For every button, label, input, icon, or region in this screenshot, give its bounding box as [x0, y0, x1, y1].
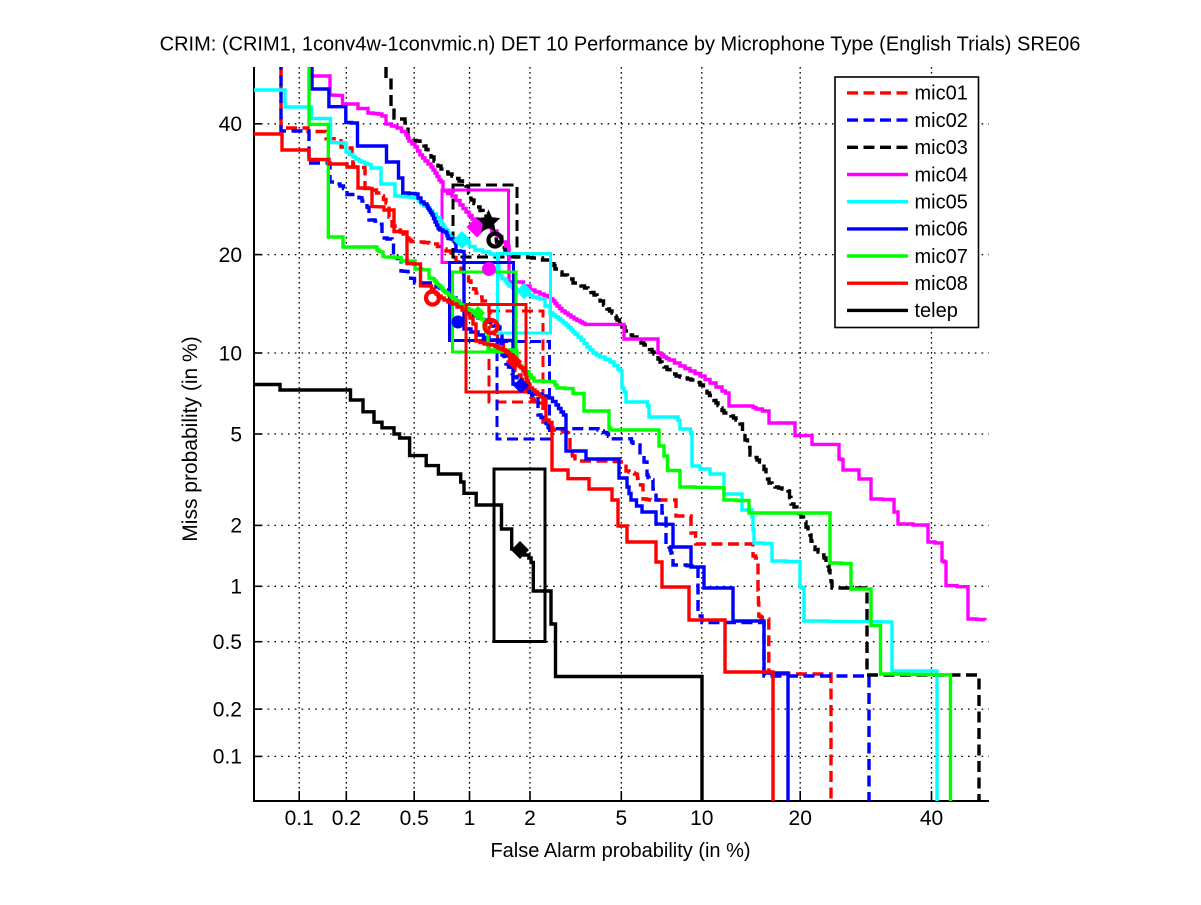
svg-text:mic05: mic05: [915, 192, 968, 214]
svg-text:0.5: 0.5: [400, 807, 429, 830]
svg-text:1: 1: [230, 576, 242, 599]
svg-text:10: 10: [690, 807, 713, 830]
svg-text:mic03: mic03: [915, 137, 968, 159]
svg-text:20: 20: [219, 244, 242, 267]
svg-text:2: 2: [524, 807, 536, 830]
svg-text:10: 10: [219, 342, 242, 365]
svg-text:mic08: mic08: [915, 273, 968, 295]
svg-text:Miss probability (in %): Miss probability (in %): [179, 336, 202, 541]
svg-text:mic02: mic02: [915, 110, 968, 132]
svg-text:mic04: mic04: [915, 164, 968, 186]
svg-text:mic06: mic06: [915, 219, 968, 241]
svg-text:0.2: 0.2: [332, 807, 361, 830]
svg-text:5: 5: [230, 423, 242, 446]
svg-text:0.1: 0.1: [213, 746, 242, 769]
svg-text:40: 40: [219, 113, 242, 136]
svg-text:mic07: mic07: [915, 246, 968, 268]
svg-text:5: 5: [615, 807, 627, 830]
svg-text:telep: telep: [915, 300, 958, 322]
svg-text:0.2: 0.2: [213, 698, 242, 721]
svg-text:0.1: 0.1: [285, 807, 314, 830]
svg-text:20: 20: [789, 807, 812, 830]
svg-text:0.5: 0.5: [213, 631, 242, 654]
svg-text:2: 2: [230, 515, 242, 538]
svg-text:CRIM: (CRIM1, 1conv4w-1convmic: CRIM: (CRIM1, 1conv4w-1convmic.n) DET 10…: [160, 34, 1081, 56]
svg-text:mic01: mic01: [915, 83, 968, 105]
svg-text:1: 1: [464, 807, 476, 830]
svg-text:40: 40: [920, 807, 943, 830]
svg-text:False Alarm probability (in %): False Alarm probability (in %): [490, 840, 750, 862]
